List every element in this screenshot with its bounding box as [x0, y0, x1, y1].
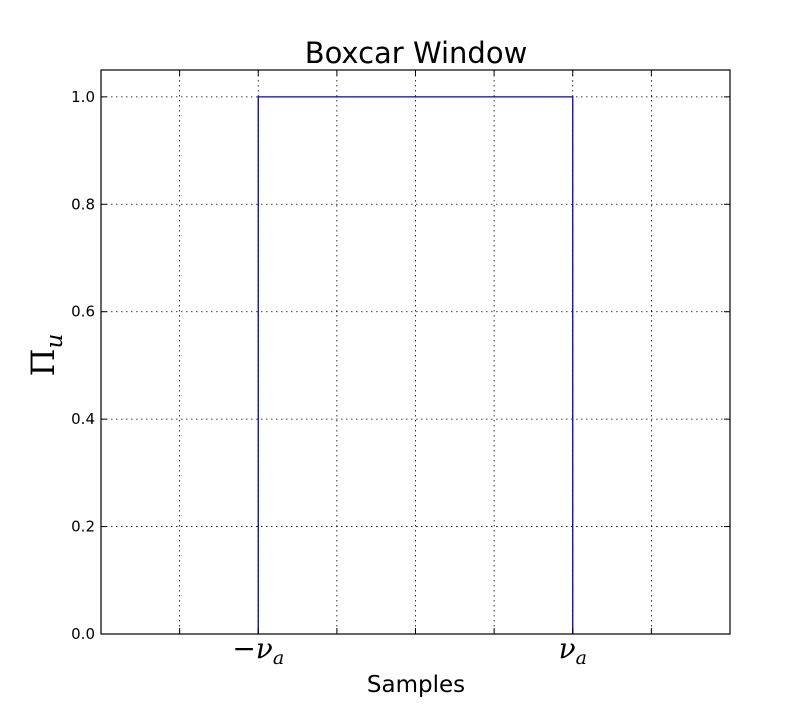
y-tick-label: 0.8 — [71, 195, 95, 213]
x-axis-label: Samples — [367, 672, 465, 698]
y-tick-label: 0.4 — [71, 410, 95, 428]
y-axis-label-subscript: u — [42, 334, 68, 349]
x-tick-label: νa — [559, 632, 587, 669]
y-tick-label: 0.2 — [71, 518, 95, 536]
labels: 0.00.20.40.60.81.0−νa νa — [71, 88, 587, 669]
y-tick-label: 0.0 — [71, 625, 95, 643]
x-tick-label-subscript: a — [576, 647, 587, 669]
y-axis-label: Πu — [24, 334, 68, 377]
ticks — [101, 70, 730, 635]
y-tick-label: 1.0 — [71, 88, 95, 106]
x-tick-label: −νa — [232, 632, 284, 669]
x-tick-label-subscript: a — [273, 647, 284, 669]
chart-title: Boxcar Window — [305, 36, 528, 70]
boxcar-line — [257, 96, 574, 634]
x-tick-label-symbol: −ν — [232, 632, 272, 665]
series-layer — [257, 96, 574, 634]
x-tick-label-symbol: ν — [559, 632, 576, 665]
y-axis-label-symbol: Π — [24, 348, 62, 376]
y-tick-label: 0.6 — [71, 303, 95, 321]
